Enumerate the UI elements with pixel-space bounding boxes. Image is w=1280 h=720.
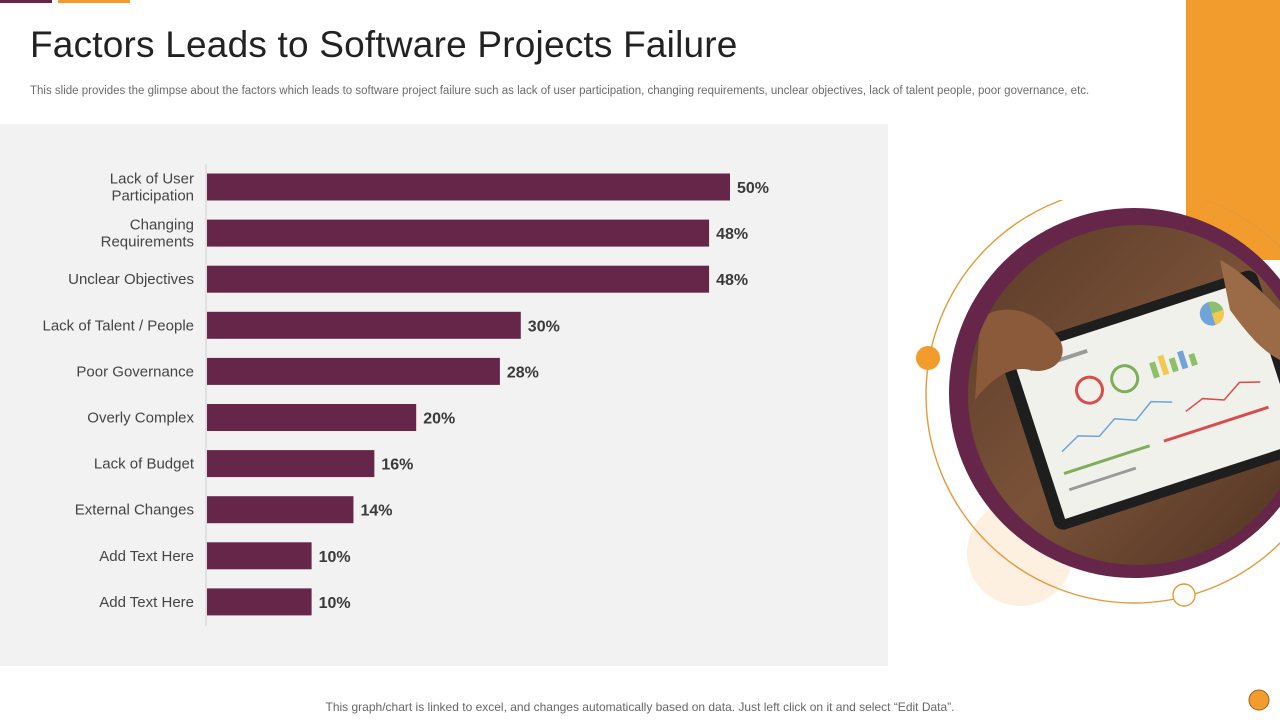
decor-orange-dot (916, 346, 940, 370)
photo-content (968, 225, 1280, 565)
page-title: Factors Leads to Software Projects Failu… (30, 24, 738, 65)
bar-7[interactable] (207, 450, 375, 478)
category-label-9: Add Text Here (99, 548, 194, 565)
value-label-8: 14% (360, 503, 392, 520)
bar-9[interactable] (207, 542, 312, 570)
value-label-9: 10% (319, 549, 351, 566)
bar-5[interactable] (207, 357, 500, 385)
value-label-2: 48% (716, 226, 748, 243)
value-label-4: 30% (528, 318, 560, 335)
top-accent-purple (0, 0, 52, 3)
bar-10[interactable] (207, 588, 312, 616)
bar-4[interactable] (207, 311, 521, 339)
category-label-10: Add Text Here (99, 594, 194, 611)
category-label-4: Lack of Talent / People (43, 317, 195, 334)
orange-side-band (1186, 0, 1280, 260)
corner-orange-dot (1248, 689, 1270, 711)
bar-3[interactable] (207, 265, 710, 293)
bar-2[interactable] (207, 219, 710, 247)
category-label-8: External Changes (75, 502, 194, 519)
value-label-3: 48% (716, 272, 748, 289)
bar-chart[interactable]: 50% Lack of User Participation 48% Changing R… (0, 124, 888, 666)
decor-ring-dot (1172, 583, 1196, 607)
value-label-10: 10% (319, 595, 351, 612)
category-label-7: Lack of Budget (94, 456, 195, 473)
decor-orange-arc (925, 200, 1280, 604)
value-label-7: 16% (381, 457, 413, 474)
value-label-1: 50% (737, 180, 769, 197)
top-accent-orange (58, 0, 130, 3)
category-label-6: Overly Complex (87, 410, 194, 427)
bar-1[interactable] (207, 173, 730, 201)
photo-area (916, 200, 1280, 607)
chart-panel[interactable]: 50% Lack of User Participation 48% Changing R… (0, 124, 888, 666)
category-label-3: Unclear Objectives (68, 271, 194, 288)
value-label-5: 28% (507, 364, 539, 381)
category-label-1: Lack of User Participation (110, 171, 194, 205)
bar-6[interactable] (207, 404, 417, 431)
bar-8[interactable] (207, 496, 354, 524)
footer-note: This graph/chart is linked to excel, and… (325, 700, 955, 714)
category-label-5: Poor Governance (76, 363, 194, 380)
page-subtitle: This slide provides the glimpse about th… (30, 85, 1090, 97)
category-label-2: Changing Requirements (101, 217, 194, 251)
value-label-6: 20% (423, 411, 455, 428)
